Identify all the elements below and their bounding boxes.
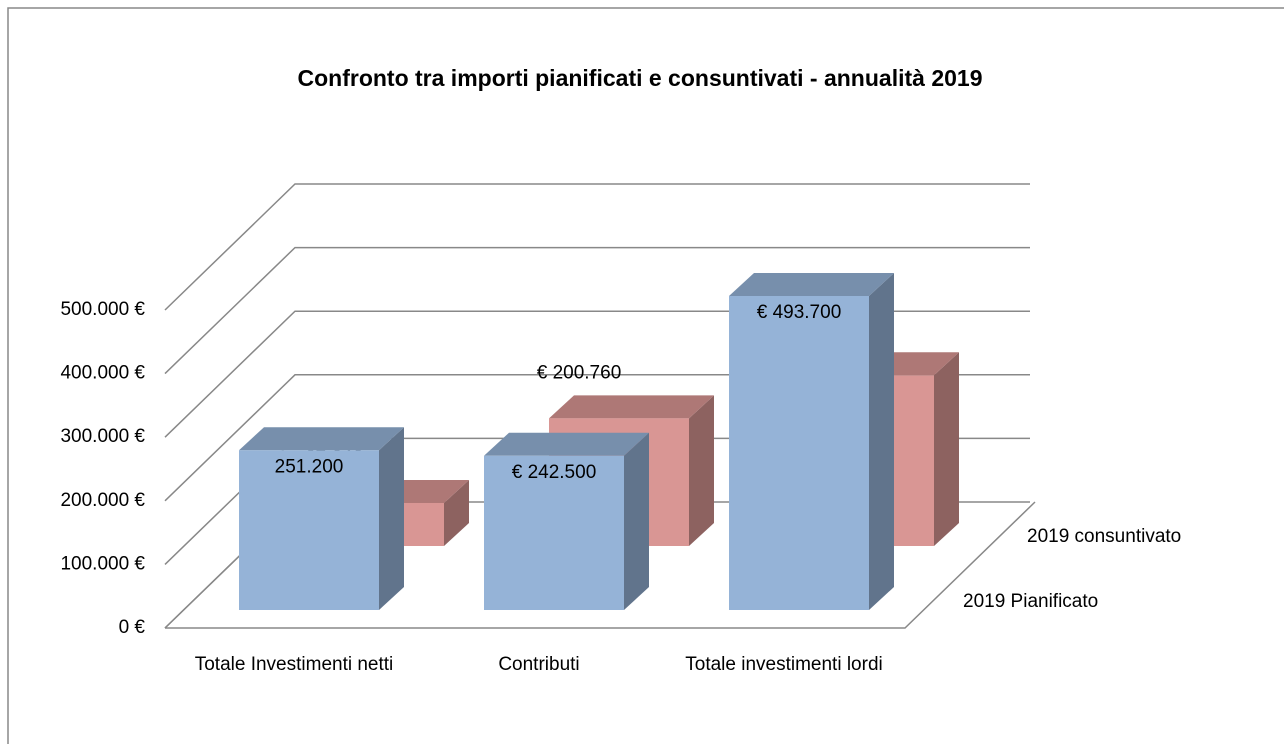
y-tick-label: 400.000 € [60,363,145,384]
data-label: 251.200 [275,456,344,477]
grid-line [164,183,1030,311]
bar-side [934,352,959,546]
data-label: € 200.760 [537,362,622,383]
bar-top [484,432,649,456]
bar-top [549,395,714,419]
data-label: € 493.700 [757,302,842,323]
x-tick-label: Totale Investimenti netti [195,654,394,675]
data-label: € 242.500 [512,462,597,483]
x-tick-label: Contributi [498,654,579,675]
bar-top [729,273,894,297]
bar-side [689,395,714,546]
bar-side [444,479,469,546]
y-tick-label: 200.000 € [60,490,145,511]
series-label: 2019 Pianificato [963,591,1098,612]
y-tick-label: 0 € [119,617,146,638]
bar [484,455,624,610]
y-tick-label: 500.000 € [60,299,145,320]
chart-title: Confronto tra importi pianificati e cons… [298,65,983,91]
grid-line [164,246,1030,375]
bar-side [379,427,404,610]
y-tick-label: 300.000 € [60,426,145,447]
series-label: 2019 consuntivato [1027,526,1181,547]
x-tick-label: Totale investimenti lordi [685,654,882,675]
bar [729,296,869,610]
floor-edge [165,501,1036,629]
bar-side [869,273,894,610]
bar-top [239,427,404,451]
y-tick-label: 100.000 € [60,553,145,574]
bar [239,450,379,610]
chart-border [7,7,1284,744]
bar-side [624,432,649,610]
